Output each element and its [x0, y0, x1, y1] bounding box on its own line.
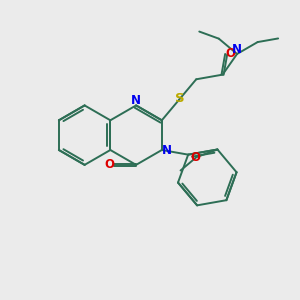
Text: O: O	[190, 151, 200, 164]
Text: O: O	[104, 158, 114, 171]
Text: N: N	[232, 43, 242, 56]
Text: N: N	[131, 94, 141, 106]
Text: S: S	[175, 92, 185, 105]
Text: O: O	[225, 47, 235, 60]
Text: N: N	[162, 143, 172, 157]
